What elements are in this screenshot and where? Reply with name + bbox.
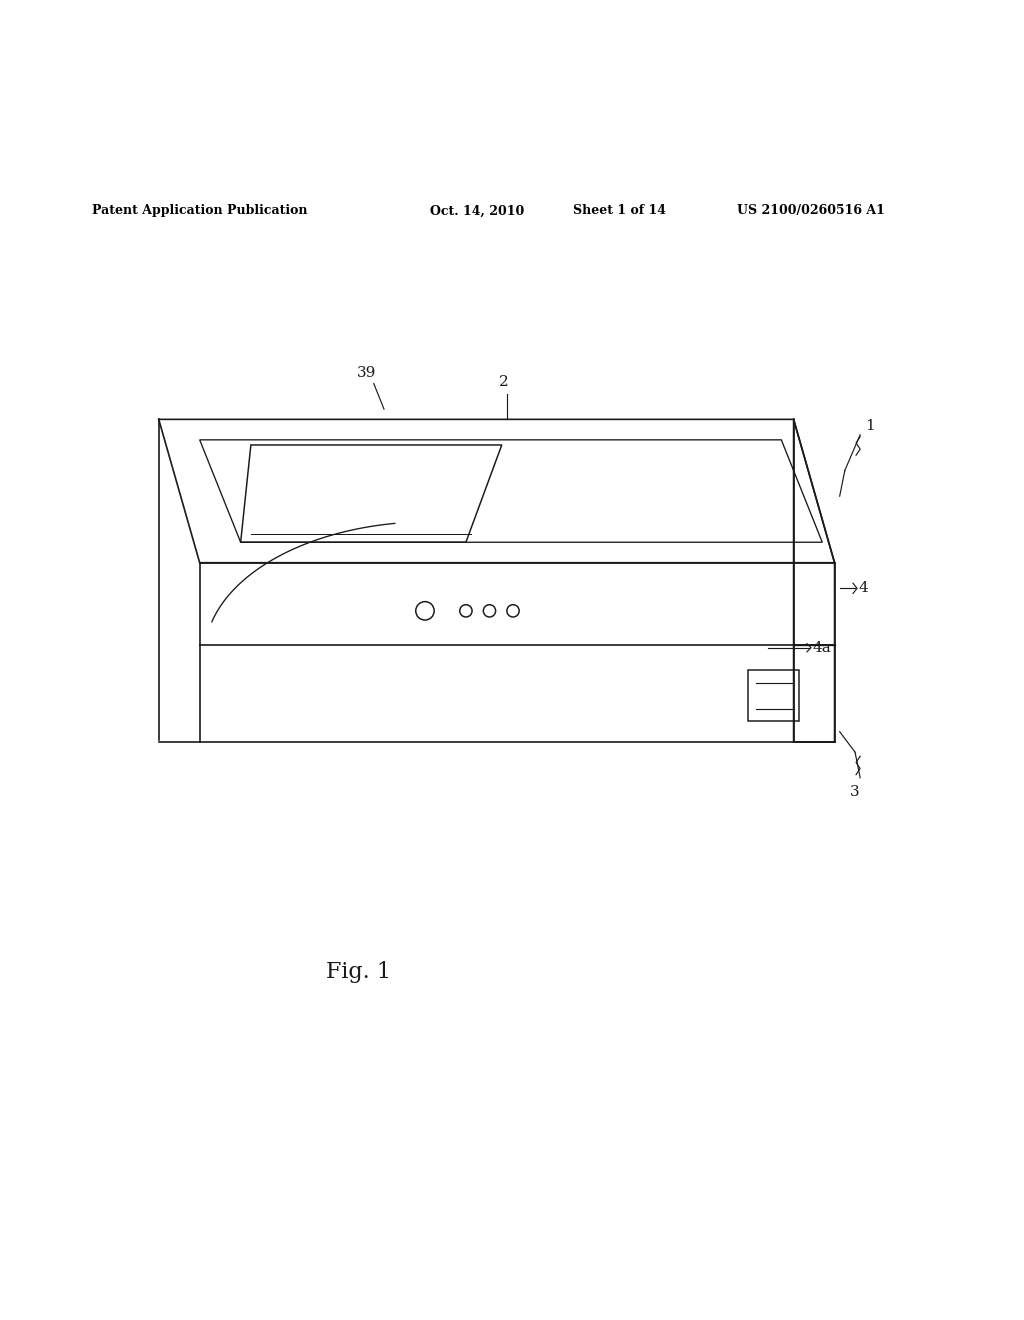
Text: 39: 39	[357, 367, 376, 380]
Text: 1: 1	[865, 418, 876, 433]
Text: 4a: 4a	[812, 640, 830, 655]
Text: US 2100/0260516 A1: US 2100/0260516 A1	[737, 205, 885, 218]
Text: Oct. 14, 2010: Oct. 14, 2010	[430, 205, 524, 218]
Text: 2: 2	[499, 375, 509, 388]
Text: Sheet 1 of 14: Sheet 1 of 14	[573, 205, 667, 218]
Text: 3: 3	[850, 785, 860, 799]
Text: Patent Application Publication: Patent Application Publication	[92, 205, 307, 218]
Text: Fig. 1: Fig. 1	[326, 961, 391, 983]
Text: 4: 4	[858, 581, 868, 595]
